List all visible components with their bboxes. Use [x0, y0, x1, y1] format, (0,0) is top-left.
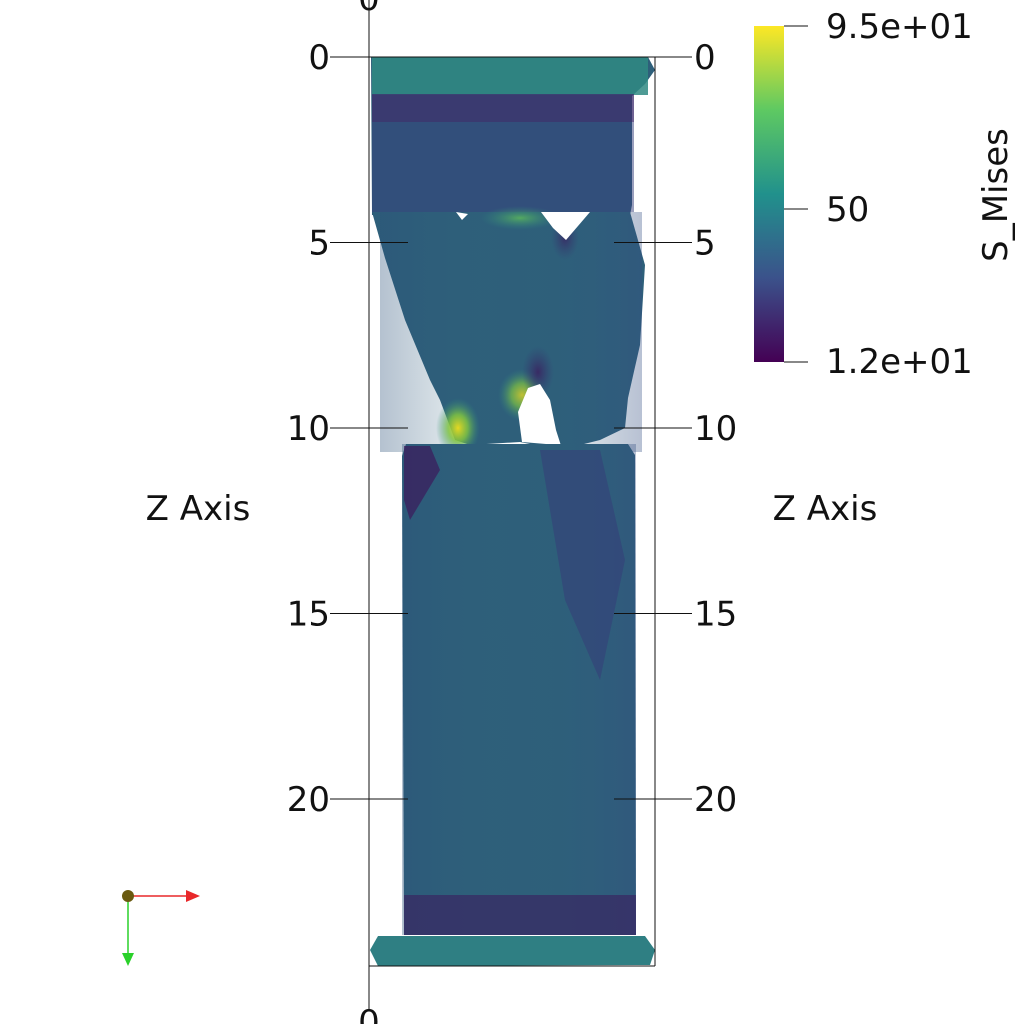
left-tick-label: 15	[287, 595, 330, 635]
mesh-specimen[interactable]	[370, 57, 655, 966]
scalar-bar-mid-label: 50	[826, 190, 869, 230]
left-tick-cross	[365, 795, 373, 803]
mesh-crack-hole-small	[456, 212, 468, 220]
mesh-bottom-left-corner	[404, 446, 440, 520]
right-tick-cross	[651, 424, 659, 432]
mesh-bottom-dark-wedge	[540, 450, 625, 680]
orientation-axes-widget[interactable]	[122, 890, 200, 966]
right-tick-cross	[651, 609, 659, 618]
mesh-hotspot-yellow	[436, 398, 480, 458]
right-axis-title: Z Axis	[773, 489, 878, 529]
orientation-y-arrow-icon	[122, 953, 134, 966]
right-axis-ticks: 0 5 10 15 20	[614, 38, 737, 820]
axes-grid	[368, 0, 656, 1010]
scalar-bar-title: S_Mises	[976, 128, 1016, 262]
left-tick-label: 10	[287, 409, 330, 449]
right-tick-label: 5	[694, 224, 716, 264]
mesh-top-band	[372, 57, 648, 95]
mesh-crack-hole-lower	[518, 384, 563, 452]
scalar-bar-min-label: 1.2e+01	[826, 342, 973, 382]
mesh-crack-hole-top	[541, 212, 590, 240]
left-tick-cross	[365, 238, 373, 247]
orientation-x-arrow-icon	[186, 890, 200, 902]
top-edge-label: 0	[358, 0, 380, 19]
scalar-bar-max-label: 9.5e+01	[826, 7, 973, 47]
left-tick-label: 20	[287, 780, 330, 820]
left-tick-cross	[365, 609, 373, 618]
mesh-dark-spot	[522, 346, 554, 398]
bottom-edge-label: 0	[358, 1003, 380, 1024]
mesh-top-mid	[372, 122, 634, 212]
left-axis-ticks: 0 5 10 15 20	[287, 38, 408, 820]
mesh-top-dark-band	[372, 94, 634, 122]
orientation-z-axis-icon	[122, 890, 134, 902]
mesh-bottom-grip	[370, 936, 655, 966]
scalar-bar-gradient	[754, 26, 784, 362]
right-tick-cross	[651, 795, 659, 803]
right-tick-label: 10	[694, 409, 737, 449]
mesh-bottom-dark-band	[404, 895, 636, 935]
scalar-bar[interactable]: 9.5e+01 50 1.2e+01 S_Mises	[754, 7, 1016, 382]
left-tick-cross	[365, 424, 373, 432]
right-tick-label: 20	[694, 780, 737, 820]
left-tick-label: 0	[308, 38, 330, 78]
right-tick-label: 0	[694, 38, 716, 78]
left-tick-label: 5	[308, 224, 330, 264]
mesh-green-streak	[480, 206, 560, 230]
left-axis-title: Z Axis	[146, 489, 251, 529]
right-tick-cross	[651, 238, 659, 247]
right-tick-label: 15	[694, 595, 737, 635]
